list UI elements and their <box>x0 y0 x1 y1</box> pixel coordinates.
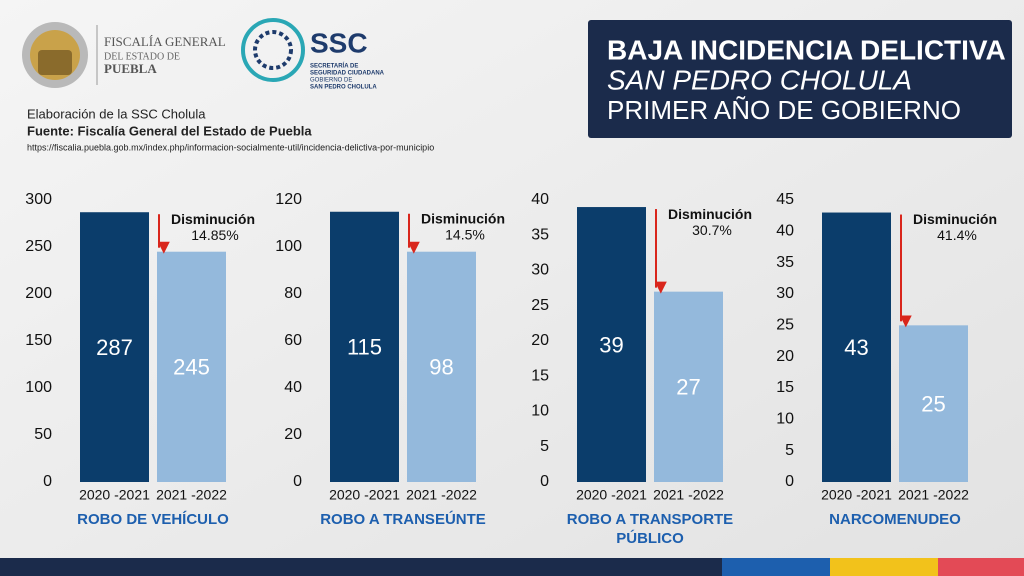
y-tick-label: 30 <box>531 262 549 279</box>
bar <box>899 325 968 482</box>
annotation-label: Disminución <box>171 211 255 227</box>
x-tick-label: 2020 -2021 <box>79 487 150 503</box>
x-tick-label: 2020 -2021 <box>576 487 647 503</box>
source-text: Fuente: Fiscalía General del Estado de P… <box>27 123 312 138</box>
y-tick-label: 100 <box>275 238 302 255</box>
y-tick-label: 50 <box>34 426 52 443</box>
y-tick-label: 25 <box>531 297 549 314</box>
logo-text: SEGURIDAD CIUDADANA <box>310 71 385 77</box>
bar-value-label: 245 <box>173 355 210 380</box>
y-tick-label: 200 <box>25 285 52 302</box>
x-tick-label: 2020 -2021 <box>329 487 400 503</box>
annotation-label: Disminución <box>421 210 505 226</box>
ssc-logo: SSC SECRETARÍA DE SEGURIDAD CIUDADANA GO… <box>241 18 385 91</box>
annotation-value: 14.85% <box>191 227 238 243</box>
bar <box>654 291 723 482</box>
source-url: https://fiscalia.puebla.gob.mx/index.php… <box>27 142 434 152</box>
y-tick-label: 20 <box>284 426 302 443</box>
y-tick-label: 25 <box>776 317 794 334</box>
x-tick-label: 2020 -2021 <box>821 487 892 503</box>
y-tick-label: 35 <box>776 254 794 271</box>
logo-text: SSC <box>310 27 368 58</box>
annotation-value: 41.4% <box>937 227 977 243</box>
bottom-stripe <box>0 558 1024 576</box>
y-tick-label: 15 <box>531 367 549 384</box>
y-tick-label: 250 <box>25 238 52 255</box>
tagline: PRIMER AÑO DE GOBIERNO <box>607 95 961 125</box>
fiscalia-logo: FISCALÍA GENERAL DEL ESTADO DE PUEBLA <box>22 22 226 88</box>
bar-value-label: 27 <box>676 375 700 400</box>
y-tick-label: 0 <box>43 473 52 490</box>
bar-value-label: 115 <box>347 335 382 360</box>
y-tick-label: 40 <box>284 379 302 396</box>
bar <box>157 251 226 482</box>
y-tick-label: 10 <box>531 403 549 420</box>
y-tick-label: 0 <box>293 473 302 490</box>
y-tick-label: 30 <box>776 285 794 302</box>
chart-title: ROBO A TRANSEÚNTE <box>320 510 486 528</box>
y-tick-label: 40 <box>531 191 549 208</box>
y-tick-label: 120 <box>275 191 302 208</box>
annotation-value: 14.5% <box>445 226 485 242</box>
y-tick-label: 0 <box>785 473 794 490</box>
y-tick-label: 5 <box>785 442 794 459</box>
logo-text: SECRETARÍA DE <box>310 62 358 70</box>
x-tick-label: 2021 -2022 <box>406 487 477 503</box>
logo-text: SAN PEDRO CHOLULA <box>310 85 377 91</box>
y-tick-label: 100 <box>25 379 52 396</box>
bar <box>407 251 476 482</box>
y-tick-label: 45 <box>776 191 794 208</box>
chart-title: NARCOMENUDEO <box>829 511 961 528</box>
y-tick-label: 150 <box>25 332 52 349</box>
title-box: BAJA INCIDENCIA DELICTIVA SAN PEDRO CHOL… <box>588 20 1012 138</box>
bar <box>330 211 399 482</box>
logo-text: DEL ESTADO DE <box>104 51 180 62</box>
bar <box>822 212 891 483</box>
subtitle: SAN PEDRO CHOLULA <box>607 64 912 95</box>
logo-text: PUEBLA <box>104 61 157 76</box>
bar <box>577 207 646 483</box>
y-tick-label: 35 <box>531 226 549 243</box>
y-tick-label: 15 <box>776 379 794 396</box>
y-tick-label: 300 <box>25 191 52 208</box>
logo-text: GOBIERNO DE <box>310 78 352 84</box>
y-tick-label: 10 <box>776 411 794 428</box>
annotation-value: 30.7% <box>692 222 732 238</box>
y-tick-label: 5 <box>540 438 549 455</box>
source-text: Elaboración de la SSC Cholula <box>27 106 206 121</box>
bar-value-label: 98 <box>429 355 453 380</box>
annotation-label: Disminución <box>913 211 997 227</box>
bar-value-label: 25 <box>921 391 945 416</box>
logo-text: FISCALÍA GENERAL <box>104 34 226 49</box>
chart-title: PÚBLICO <box>616 529 684 547</box>
y-tick-label: 60 <box>284 332 302 349</box>
bar-value-label: 39 <box>599 332 623 357</box>
y-tick-label: 20 <box>531 332 549 349</box>
y-tick-label: 40 <box>776 223 794 240</box>
bar-value-label: 43 <box>844 335 868 360</box>
bar <box>80 212 149 482</box>
main-title: BAJA INCIDENCIA DELICTIVA <box>607 34 1006 65</box>
x-tick-label: 2021 -2022 <box>653 487 724 503</box>
x-tick-label: 2021 -2022 <box>156 487 227 503</box>
y-tick-label: 20 <box>776 348 794 365</box>
chart-title: ROBO DE VEHÍCULO <box>77 511 229 528</box>
annotation-label: Disminución <box>668 206 752 222</box>
chart-title: ROBO A TRANSPORTE <box>567 511 733 528</box>
y-tick-label: 0 <box>540 473 549 490</box>
y-tick-label: 80 <box>284 285 302 302</box>
x-tick-label: 2021 -2022 <box>898 487 969 503</box>
bar-value-label: 287 <box>96 335 133 360</box>
